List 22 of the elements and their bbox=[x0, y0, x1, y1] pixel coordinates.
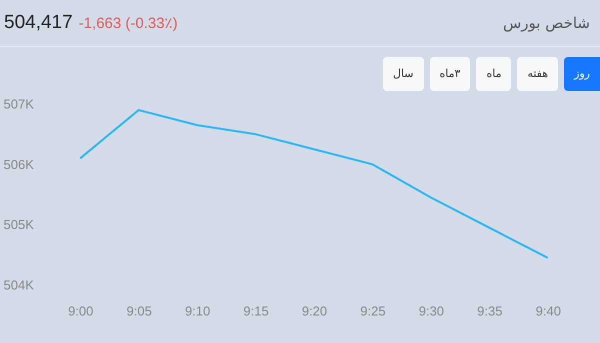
text: -1,663 (-0.33٪) bbox=[78, 15, 178, 32]
x-tick-label: 9:30 bbox=[418, 304, 444, 318]
x-tick-label: 9:15 bbox=[243, 304, 269, 318]
button[interactable]: ۳ماه bbox=[430, 57, 470, 91]
x-tick-label: 9:25 bbox=[360, 304, 386, 318]
y-tick-label: 507K bbox=[4, 96, 34, 112]
x-tick-label: 9:00 bbox=[68, 304, 94, 318]
button[interactable]: روز bbox=[564, 57, 600, 91]
line-series bbox=[79, 109, 549, 259]
y-tick-label: 506K bbox=[4, 156, 34, 172]
x-tick-label: 9:40 bbox=[536, 304, 561, 318]
x-tick-label: 9:20 bbox=[302, 304, 328, 318]
text: 504,417 bbox=[4, 12, 73, 33]
y-tick-label: 505K bbox=[4, 217, 34, 232]
chart-title: شاخص بورس bbox=[502, 14, 590, 32]
button[interactable]: ماه bbox=[476, 57, 512, 91]
button[interactable]: سال bbox=[382, 57, 424, 91]
button[interactable]: هفته bbox=[517, 57, 558, 91]
y-tick-label: 504K bbox=[4, 278, 34, 292]
x-tick-label: 9:10 bbox=[184, 304, 210, 318]
x-tick-label: 9:05 bbox=[126, 304, 152, 318]
x-tick-label: 9:35 bbox=[477, 304, 502, 318]
